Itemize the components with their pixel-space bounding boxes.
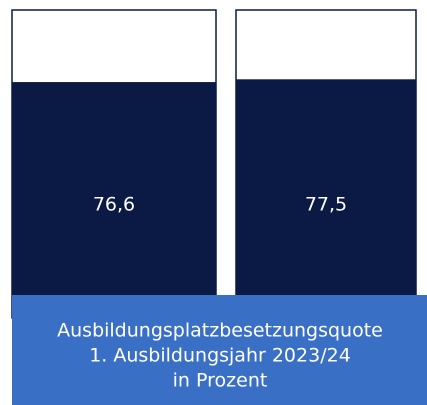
- bar: [12, 82, 216, 319]
- data-label: 77,5: [305, 194, 347, 216]
- bars: 76,6 77,5: [11, 9, 417, 319]
- y-axis-label: in Prozent: [173, 370, 268, 392]
- data-label: 76,6: [93, 194, 135, 216]
- bar: [236, 79, 416, 318]
- caption-box: [12, 295, 427, 405]
- chart-title: Ausbildungsplatzbesetzungsquote: [57, 320, 383, 342]
- chart-subtitle: 1. Ausbildungsjahr 2023/24: [89, 345, 351, 367]
